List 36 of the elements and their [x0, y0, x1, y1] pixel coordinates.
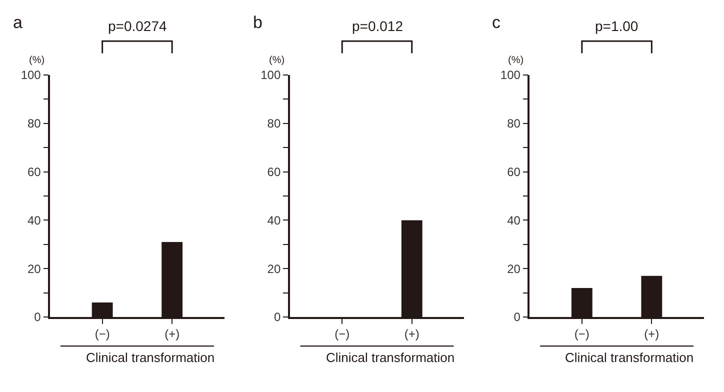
x-tick-label: (+)	[404, 327, 420, 342]
x-tick-label: (+)	[164, 327, 180, 342]
y-tick-label: 60	[27, 165, 42, 179]
y-tick-label: 60	[507, 165, 521, 179]
x-tick-label: (+)	[644, 327, 660, 342]
y-tick-label: 40	[507, 213, 521, 228]
y-tick-label: 40	[27, 213, 42, 228]
x-axis-title: Clinical transformation	[565, 350, 694, 365]
text: p=0.0274	[108, 18, 167, 34]
y-tick-label: 0	[34, 310, 42, 324]
y-tick-label: 80	[507, 116, 521, 131]
chart-title: c	[492, 13, 501, 32]
chart-title: a	[13, 13, 23, 32]
chart-title: b	[253, 13, 262, 32]
y-tick-label: 20	[267, 262, 281, 276]
y-tick-label: 60	[267, 165, 281, 179]
y-tick-label: 20	[27, 262, 42, 276]
y-tick-label: 0	[514, 310, 521, 324]
y-tick-label: 0	[274, 310, 281, 324]
y-tick-label: 100	[20, 68, 42, 82]
y-tick-label: 100	[260, 68, 281, 82]
y-tick-label: 80	[267, 116, 281, 131]
y-tick-label: 20	[507, 262, 521, 276]
x-axis-title: Clinical transformation	[326, 350, 455, 365]
y-axis-title: (%)	[269, 55, 285, 66]
text: p=0.012	[352, 18, 404, 34]
x-axis-title: Clinical transformation	[86, 350, 215, 365]
x-tick-label: (−)	[334, 327, 350, 342]
x-tick-label: (−)	[94, 327, 110, 342]
y-tick-label: 40	[267, 213, 281, 228]
y-axis-title: (%)	[508, 55, 524, 66]
y-tick-label: 80	[27, 116, 42, 131]
text: p=1.00	[595, 18, 638, 34]
y-axis-title: (%)	[29, 55, 45, 66]
x-tick-label: (−)	[574, 327, 590, 342]
y-tick-label: 100	[500, 68, 521, 82]
